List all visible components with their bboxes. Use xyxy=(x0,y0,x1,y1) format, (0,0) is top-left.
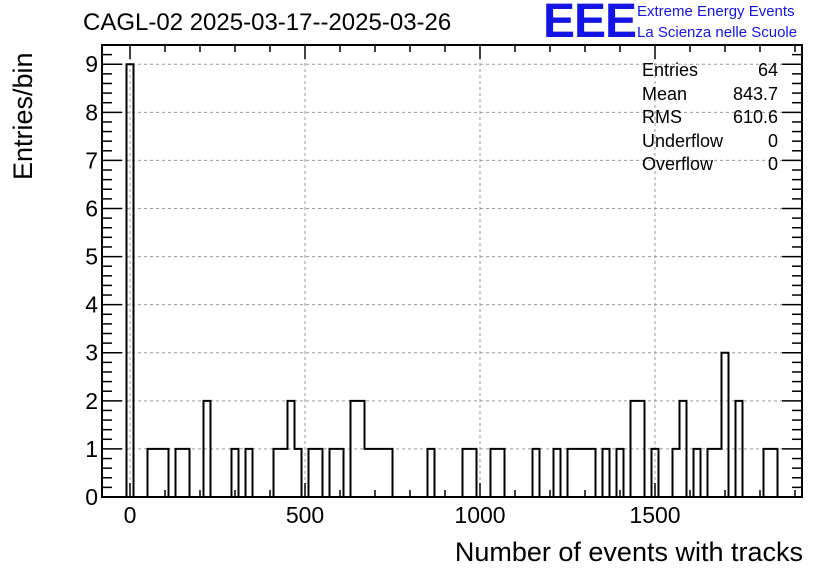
stats-label: Mean xyxy=(642,83,688,104)
logo-line-1: Extreme Energy Events xyxy=(637,3,795,20)
logo-line-2: La Scienza nelle Scuole xyxy=(637,24,798,41)
stats-label: Overflow xyxy=(642,154,714,174)
x-tick-label: 0 xyxy=(124,502,137,528)
chart-title: CAGL-02 2025-03-17--2025-03-26 xyxy=(83,9,452,36)
stats-row-entries: Entries 64 xyxy=(642,59,778,83)
histogram-bin xyxy=(232,449,239,497)
histogram-bin xyxy=(330,449,344,497)
stats-row-mean: Mean 843.7 xyxy=(642,83,778,107)
histogram-bin xyxy=(463,449,477,497)
y-tick-label: 8 xyxy=(85,99,98,125)
y-axis-label: Entries/bin xyxy=(8,52,38,180)
stats-label: Entries xyxy=(642,60,699,80)
stats-value: 0 xyxy=(767,154,778,174)
histogram-bin xyxy=(533,449,540,497)
y-tick-label: 6 xyxy=(85,195,98,221)
y-tick-label: 3 xyxy=(85,340,98,366)
histogram-bin xyxy=(365,449,393,497)
y-tick-label: 2 xyxy=(85,388,98,414)
y-tick-label: 4 xyxy=(85,292,98,318)
x-tick-label: 1000 xyxy=(454,502,505,528)
histogram-bin xyxy=(708,449,715,497)
stats-value: 610.6 xyxy=(732,107,778,127)
eee-logo: EEE xyxy=(543,0,637,48)
histogram-bin xyxy=(617,449,624,497)
histogram-bin xyxy=(554,449,561,497)
stats-box: Entries 64 Mean 843.7 RMS 610.6 Underflo… xyxy=(642,59,778,177)
histogram-bin xyxy=(309,449,323,497)
stats-label: Underflow xyxy=(642,130,724,151)
stats-row-overflow: Overflow 0 xyxy=(642,153,778,177)
histogram-bin xyxy=(176,449,190,497)
stats-value: 64 xyxy=(757,60,778,80)
histogram-bin xyxy=(491,449,505,497)
histogram-bin xyxy=(274,449,288,497)
y-tick-label: 0 xyxy=(85,484,98,510)
histogram-bin xyxy=(295,449,302,497)
stats-value: 0 xyxy=(767,130,778,151)
stats-row-underflow: Underflow 0 xyxy=(642,130,778,154)
histogram-bin xyxy=(428,449,435,497)
x-tick-label: 1500 xyxy=(629,502,680,528)
histogram-bin xyxy=(722,353,729,497)
y-tick-label: 1 xyxy=(85,436,98,462)
x-axis-label: Number of events with tracks xyxy=(454,537,803,567)
histogram-bin xyxy=(673,449,680,497)
histogram-bin xyxy=(568,449,596,497)
histogram-bin xyxy=(603,449,610,497)
plot-frame xyxy=(101,44,803,498)
stats-value: 843.7 xyxy=(732,83,778,104)
stats-row-rms: RMS 610.6 xyxy=(642,106,778,130)
histogram-bin xyxy=(246,449,253,497)
histogram-bin xyxy=(694,449,701,497)
x-tick-label: 500 xyxy=(286,502,324,528)
histogram-bin xyxy=(148,449,169,497)
histogram-bin xyxy=(764,449,778,497)
y-tick-label: 9 xyxy=(85,51,98,77)
stats-label: RMS xyxy=(642,107,682,127)
y-tick-label: 5 xyxy=(85,244,98,270)
histogram-bin xyxy=(715,449,722,497)
y-tick-label: 7 xyxy=(85,147,98,173)
